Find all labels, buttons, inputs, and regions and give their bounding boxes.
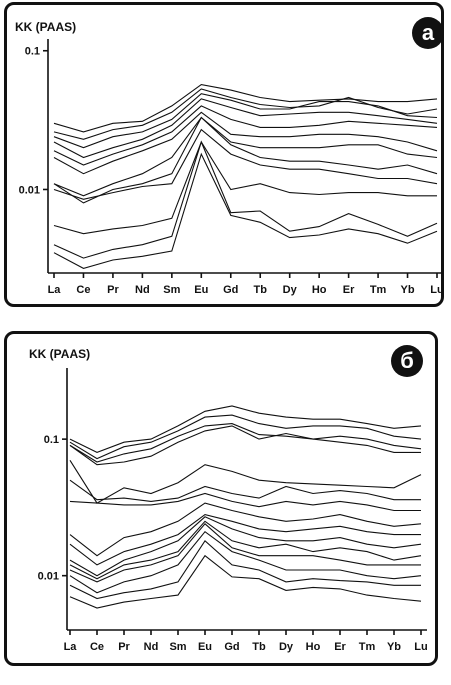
series-line-5 <box>53 105 438 166</box>
series-line-2 <box>69 414 422 460</box>
x-tick-label-ce: Ce <box>76 284 90 296</box>
series-line-11 <box>69 520 422 580</box>
y-tick-label: 0.1 <box>25 46 40 58</box>
series-line-8 <box>69 502 422 557</box>
series-line-11 <box>53 140 438 259</box>
x-tick-label-dy: Dy <box>279 641 294 653</box>
x-tick-label-nd: Nd <box>135 284 150 296</box>
x-tick-label-er: Er <box>343 284 355 296</box>
x-tick-label-pr: Pr <box>107 284 119 296</box>
y-axis-label: KK (PAAS) <box>29 347 90 361</box>
series-line-1 <box>53 84 438 133</box>
series-line-10 <box>69 516 422 577</box>
series-line-9 <box>53 128 438 200</box>
x-tick-label-la: La <box>48 284 62 296</box>
x-tick-label-tm: Tm <box>359 641 376 653</box>
x-tick-label-pr: Pr <box>118 641 130 653</box>
x-tick-label-gd: Gd <box>224 641 239 653</box>
x-tick-label-tm: Tm <box>370 284 387 296</box>
series-line-6 <box>69 479 421 502</box>
series-line-1 <box>69 405 422 453</box>
panel-badge-label: б <box>400 348 414 373</box>
series-line-7 <box>53 116 438 197</box>
series-line-2 <box>53 88 438 140</box>
x-tick-label-la: La <box>64 641 78 653</box>
x-tick-label-sm: Sm <box>169 641 186 653</box>
series-line-4 <box>53 98 438 159</box>
chart-b-svg: KK (PAAS) б 0.1 0.01 La Ce Pr Nd Sm Eu Gd Tb Dy Ho Er T… <box>29 345 428 653</box>
x-tick-label-lu: Lu <box>414 641 427 653</box>
x-tick-label-dy: Dy <box>283 284 298 296</box>
series-line-7 <box>69 492 421 512</box>
series-line-5 <box>69 460 422 504</box>
series-line-14 <box>69 539 421 600</box>
series-line-4 <box>69 425 421 466</box>
series-line-3 <box>69 423 422 463</box>
series-line-9 <box>69 514 421 566</box>
series-line-13 <box>69 530 422 594</box>
y-tick-label: 0.1 <box>44 434 59 446</box>
panel-badge: a <box>412 17 444 49</box>
series-line-12 <box>53 152 438 269</box>
y-tick-label: 0.01 <box>38 571 59 583</box>
x-tick-label-ho: Ho <box>312 284 327 296</box>
x-tick-label-eu: Eu <box>194 284 208 296</box>
series-line-12 <box>69 523 421 583</box>
series-line-6 <box>53 111 438 175</box>
x-tick-label-lu: Lu <box>430 284 443 296</box>
x-tick-label-ho: Ho <box>306 641 321 653</box>
x-tick-label-yb: Yb <box>401 284 415 296</box>
series-line-10 <box>53 140 437 235</box>
panel-badge: б <box>391 345 423 377</box>
x-tick-label-eu: Eu <box>198 641 212 653</box>
series-line-3 <box>53 93 438 149</box>
x-tick-label-sm: Sm <box>163 284 180 296</box>
x-tick-label-gd: Gd <box>223 284 238 296</box>
y-tick-label: 0.01 <box>19 184 40 196</box>
x-tick-label-er: Er <box>334 641 346 653</box>
panel-badge-label: a <box>422 20 435 45</box>
x-tick-label-yb: Yb <box>387 641 401 653</box>
x-tick-label-ce: Ce <box>90 641 104 653</box>
chart-panel-a: KK (PAAS) a 0.1 0.01 La Ce Pr Nd Sm Eu Gd Tb Dy Ho Er T… <box>4 2 444 307</box>
panel-badge-circle <box>412 17 444 49</box>
chart-panel-b: KK (PAAS) б 0.1 0.01 La Ce Pr Nd Sm Eu Gd Tb Dy Ho Er T… <box>4 331 438 666</box>
x-tick-label-nd: Nd <box>144 641 159 653</box>
series-line-8 <box>53 116 438 204</box>
panel-badge-circle <box>391 345 423 377</box>
y-axis-label: KK (PAAS) <box>15 20 76 34</box>
series-line-15 <box>69 554 422 609</box>
x-tick-label-tb: Tb <box>254 284 268 296</box>
x-tick-label-tb: Tb <box>252 641 266 653</box>
chart-a-svg: KK (PAAS) a 0.1 0.01 La Ce Pr Nd Sm Eu Gd Tb Dy Ho Er T… <box>15 17 444 296</box>
